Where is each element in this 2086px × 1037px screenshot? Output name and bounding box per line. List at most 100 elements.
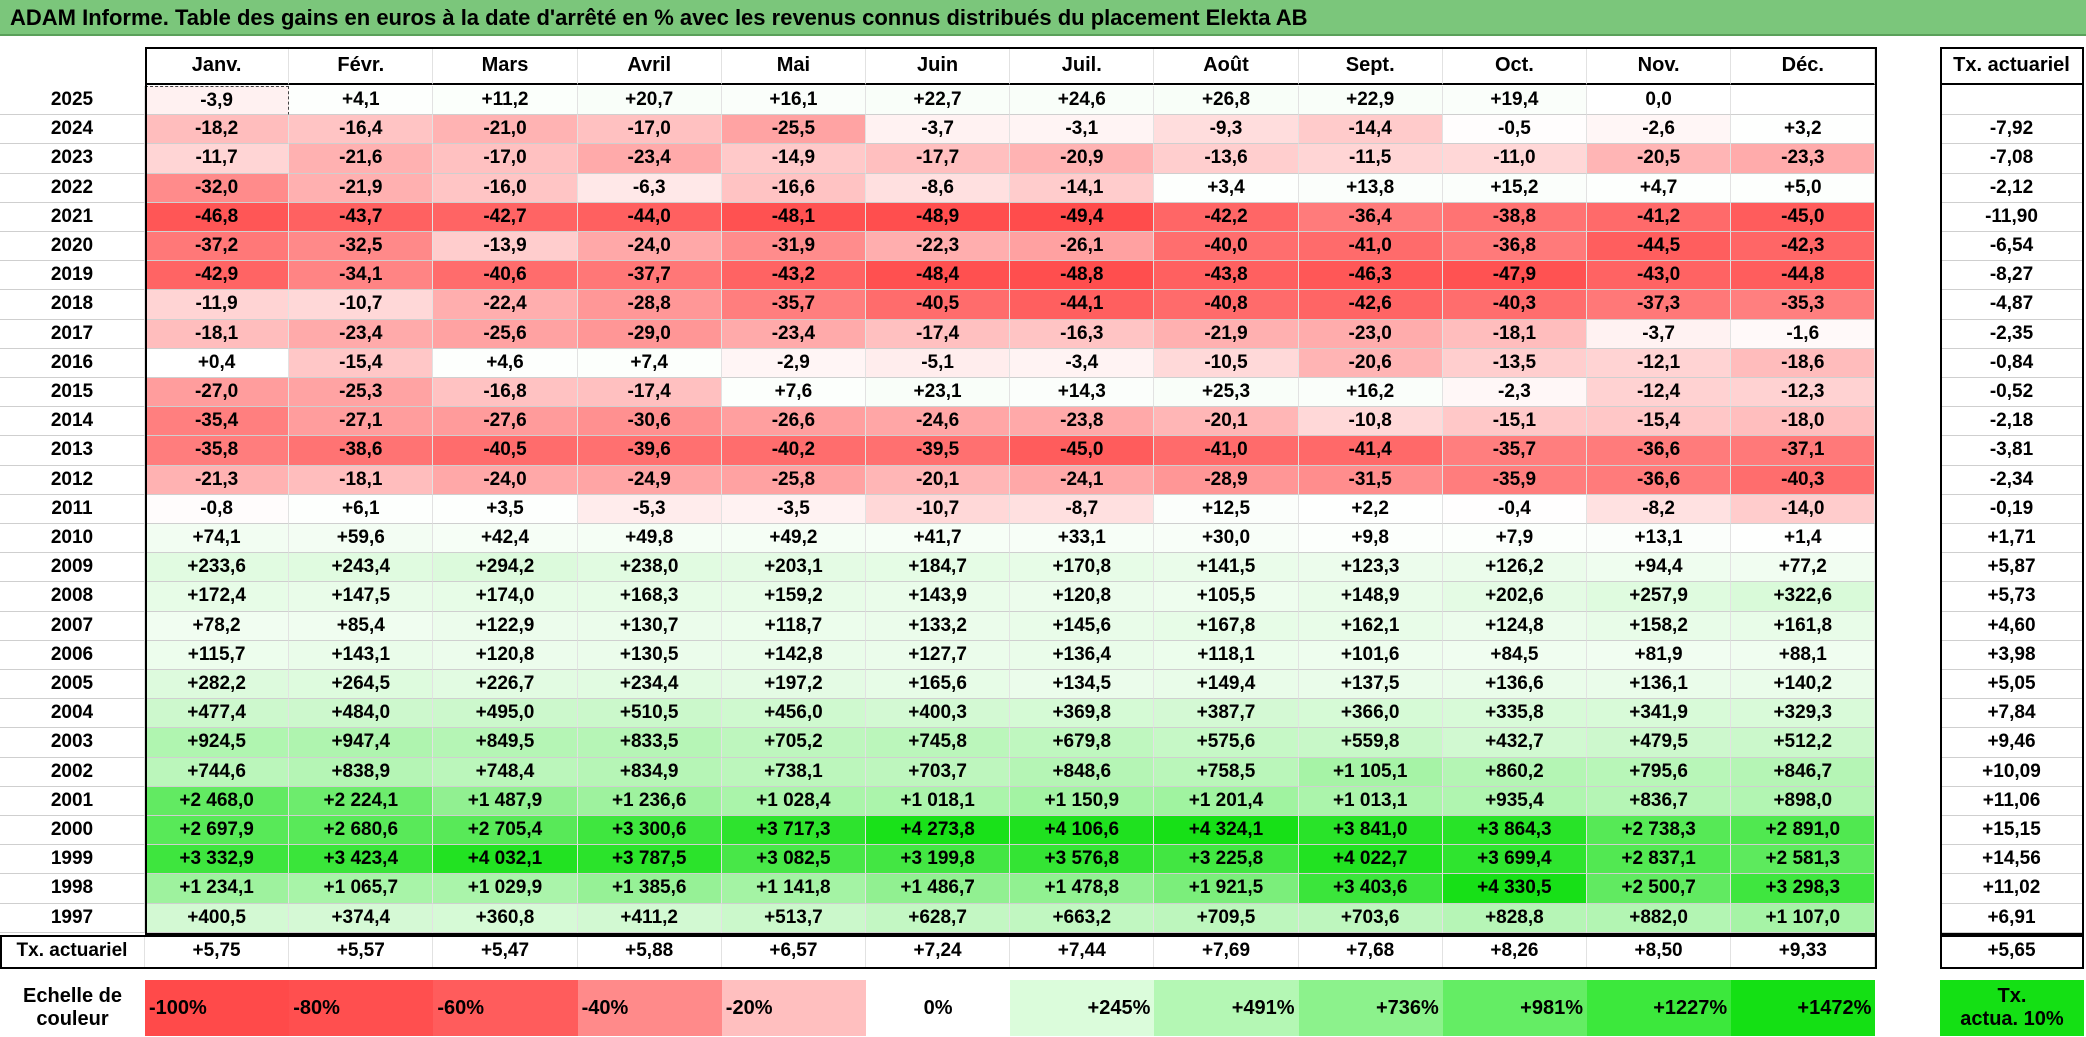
value-cell: +744,6 <box>145 757 290 787</box>
value-cell: +234,4 <box>577 670 722 700</box>
scale-swatch: 0% <box>866 980 1011 1036</box>
value-cell: +3 300,6 <box>577 816 722 846</box>
value-cell: +512,2 <box>1731 728 1876 758</box>
value-cell: +709,5 <box>1154 903 1299 933</box>
year-label: 2000 <box>0 816 145 846</box>
footer-rate-cell: +5,57 <box>289 934 434 969</box>
value-cell: +143,9 <box>866 582 1011 612</box>
value-cell: +400,5 <box>145 903 290 933</box>
value-cell: +3 841,0 <box>1298 816 1443 846</box>
value-cell: +158,2 <box>1587 611 1732 641</box>
value-cell: +0,4 <box>145 348 290 378</box>
value-cell: +1 029,9 <box>433 874 578 904</box>
footer-rate-cell: +7,68 <box>1298 934 1443 969</box>
rate-cell: -4,87 <box>1940 290 2084 320</box>
month-header: Mars <box>433 47 578 85</box>
value-cell: +148,9 <box>1298 582 1443 612</box>
value-cell: -43,2 <box>721 261 866 291</box>
footer-rate-cell: +8,26 <box>1442 934 1587 969</box>
value-cell: +3 403,6 <box>1298 874 1443 904</box>
value-cell: -28,8 <box>577 290 722 320</box>
value-cell: +477,4 <box>145 699 290 729</box>
value-cell: -48,1 <box>721 202 866 232</box>
footer-rate-cell: +5,75 <box>145 934 290 969</box>
rate-cell: -11,90 <box>1940 202 2084 232</box>
value-cell: +5,0 <box>1731 173 1876 203</box>
value-cell: -11,9 <box>145 290 290 320</box>
value-cell: -21,6 <box>289 144 434 174</box>
value-cell: -23,4 <box>289 319 434 349</box>
value-cell: -43,0 <box>1587 261 1732 291</box>
rate-cell <box>1940 86 2084 116</box>
value-cell: +3 423,4 <box>289 845 434 875</box>
value-cell: +19,4 <box>1442 86 1587 116</box>
value-cell: +81,9 <box>1587 640 1732 670</box>
value-cell: +226,7 <box>433 670 578 700</box>
value-cell: 0,0 <box>1587 86 1732 116</box>
value-cell: -11,0 <box>1442 144 1587 174</box>
value-cell: -2,3 <box>1442 378 1587 408</box>
value-cell: +14,3 <box>1010 378 1155 408</box>
value-cell: +335,8 <box>1442 699 1587 729</box>
value-cell: +738,1 <box>721 757 866 787</box>
value-cell: -34,1 <box>289 261 434 291</box>
value-cell: +7,4 <box>577 348 722 378</box>
year-label: 2024 <box>0 115 145 145</box>
value-cell: +143,1 <box>289 640 434 670</box>
value-cell: +411,2 <box>577 903 722 933</box>
value-cell: +42,4 <box>433 524 578 554</box>
value-cell: -10,5 <box>1154 348 1299 378</box>
value-cell: -36,6 <box>1587 465 1732 495</box>
value-cell: -42,6 <box>1298 290 1443 320</box>
value-cell: +130,7 <box>577 611 722 641</box>
value-cell: +85,4 <box>289 611 434 641</box>
value-cell: -44,1 <box>1010 290 1155 320</box>
value-cell: -35,7 <box>721 290 866 320</box>
value-cell: +130,5 <box>577 640 722 670</box>
scale-label: Echelle de couleur <box>0 980 145 1036</box>
value-cell: +140,2 <box>1731 670 1876 700</box>
value-cell: +3 576,8 <box>1010 845 1155 875</box>
value-cell: -23,3 <box>1731 144 1876 174</box>
rate-cell: +6,91 <box>1940 903 2084 933</box>
value-cell: -37,7 <box>577 261 722 291</box>
value-cell: +2,2 <box>1298 494 1443 524</box>
value-cell: -48,9 <box>866 202 1011 232</box>
value-cell: +1,4 <box>1731 524 1876 554</box>
month-header: Nov. <box>1587 47 1732 85</box>
value-cell: +172,4 <box>145 582 290 612</box>
value-cell: -14,4 <box>1298 115 1443 145</box>
value-cell: +23,1 <box>866 378 1011 408</box>
rate-cell: +7,84 <box>1940 699 2084 729</box>
value-cell: -0,5 <box>1442 115 1587 145</box>
scale-rate-line1: Tx. <box>1997 985 2027 1007</box>
value-cell: +2 468,0 <box>145 786 290 816</box>
year-label: 2015 <box>0 378 145 408</box>
month-header: Juil. <box>1010 47 1155 85</box>
value-cell: -18,2 <box>145 115 290 145</box>
rate-cell: -2,18 <box>1940 407 2084 437</box>
value-cell: +935,4 <box>1442 786 1587 816</box>
value-cell: -8,2 <box>1587 494 1732 524</box>
value-cell: -27,0 <box>145 378 290 408</box>
value-cell: +2 581,3 <box>1731 845 1876 875</box>
value-cell: +133,2 <box>866 611 1011 641</box>
value-cell: -29,0 <box>577 319 722 349</box>
rate-cell: -8,27 <box>1940 261 2084 291</box>
value-cell: -42,2 <box>1154 202 1299 232</box>
value-cell: +679,8 <box>1010 728 1155 758</box>
value-cell: -24,0 <box>577 232 722 262</box>
value-cell: -9,3 <box>1154 115 1299 145</box>
value-cell: +387,7 <box>1154 699 1299 729</box>
value-cell: -20,5 <box>1587 144 1732 174</box>
rate-cell: +10,09 <box>1940 757 2084 787</box>
value-cell: +663,2 <box>1010 903 1155 933</box>
value-cell: -35,7 <box>1442 436 1587 466</box>
value-cell: -10,7 <box>289 290 434 320</box>
value-cell <box>1731 86 1876 116</box>
value-cell: -28,9 <box>1154 465 1299 495</box>
value-cell: +122,9 <box>433 611 578 641</box>
value-cell: -40,2 <box>721 436 866 466</box>
year-label: 2022 <box>0 173 145 203</box>
value-cell: +233,6 <box>145 553 290 583</box>
